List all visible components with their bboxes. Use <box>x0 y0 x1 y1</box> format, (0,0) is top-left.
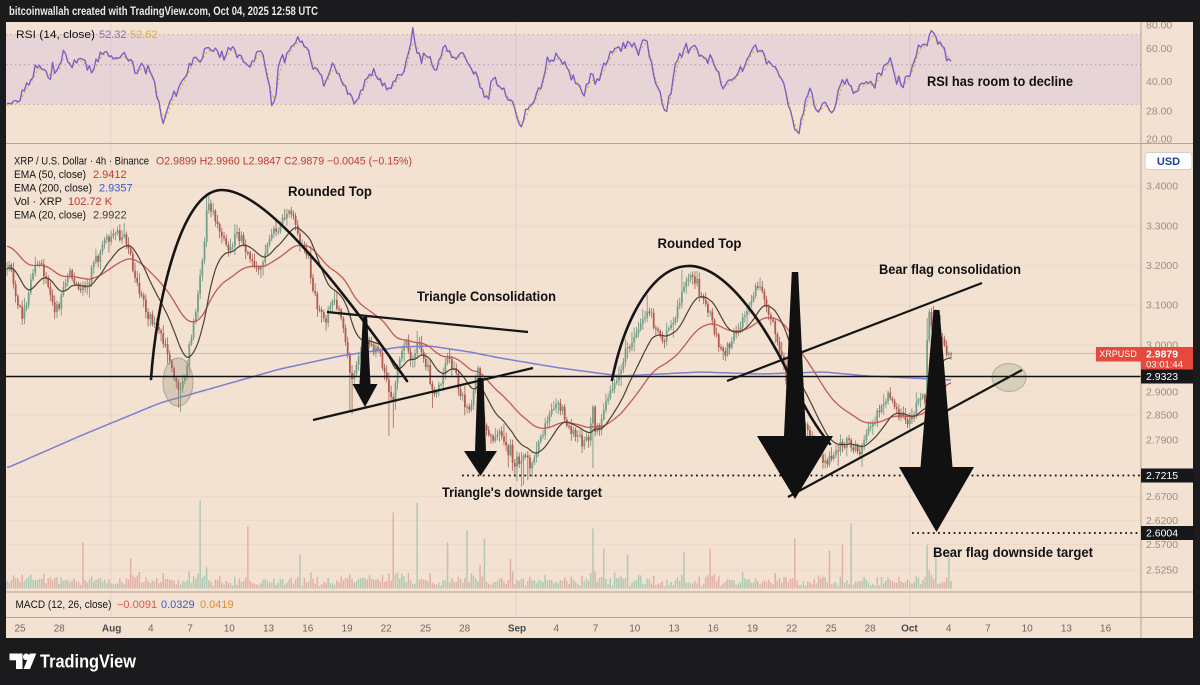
svg-text:7: 7 <box>187 624 193 635</box>
svg-text:2.6200: 2.6200 <box>1146 515 1178 527</box>
svg-text:13: 13 <box>1061 624 1073 635</box>
svg-text:Triangle Consolidation: Triangle Consolidation <box>417 289 556 304</box>
svg-text:TradingView: TradingView <box>40 651 137 672</box>
svg-text:20.00: 20.00 <box>1146 134 1172 146</box>
svg-text:80.00: 80.00 <box>1146 20 1172 32</box>
svg-text:EMA (20, close): EMA (20, close) <box>14 210 86 222</box>
svg-text:40.00: 40.00 <box>1146 76 1172 88</box>
svg-text:0.0419: 0.0419 <box>200 599 234 611</box>
svg-text:28.00: 28.00 <box>1146 106 1172 118</box>
svg-text:2.8500: 2.8500 <box>1146 410 1178 422</box>
svg-text:7: 7 <box>985 624 991 635</box>
svg-text:16: 16 <box>708 624 720 635</box>
svg-text:Rounded Top: Rounded Top <box>288 184 372 199</box>
svg-text:13: 13 <box>668 624 680 635</box>
svg-text:28: 28 <box>865 624 877 635</box>
svg-text:2.7215: 2.7215 <box>1146 470 1178 482</box>
svg-text:2.9879: 2.9879 <box>1146 349 1178 361</box>
svg-text:19: 19 <box>747 624 759 635</box>
svg-text:Rounded Top: Rounded Top <box>658 236 742 251</box>
svg-text:19: 19 <box>341 624 353 635</box>
svg-text:2.7900: 2.7900 <box>1146 435 1178 447</box>
svg-text:2.5700: 2.5700 <box>1146 539 1178 551</box>
svg-text:XRPUSD: XRPUSD <box>1099 349 1137 359</box>
svg-text:25: 25 <box>825 624 837 635</box>
svg-text:28: 28 <box>54 624 66 635</box>
svg-text:XRP / U.S. Dollar · 4h · Binan: XRP / U.S. Dollar · 4h · Binance <box>14 156 149 168</box>
svg-text:Triangle's downside target: Triangle's downside target <box>442 485 602 500</box>
svg-text:10: 10 <box>224 624 236 635</box>
svg-text:102.72 K: 102.72 K <box>68 196 113 208</box>
svg-text:Vol · XRP: Vol · XRP <box>14 196 62 208</box>
svg-text:EMA (200, close): EMA (200, close) <box>14 183 92 195</box>
svg-text:Oct: Oct <box>901 624 918 635</box>
svg-text:22: 22 <box>786 624 798 635</box>
svg-text:Aug: Aug <box>102 624 121 635</box>
svg-text:52.62: 52.62 <box>130 29 158 41</box>
svg-text:2.9412: 2.9412 <box>93 169 127 181</box>
svg-text:Bear flag consolidation: Bear flag consolidation <box>879 262 1021 277</box>
svg-text:25: 25 <box>14 624 26 635</box>
svg-text:2.9357: 2.9357 <box>99 183 133 195</box>
svg-text:MACD (12, 26, close): MACD (12, 26, close) <box>16 599 112 611</box>
svg-text:28: 28 <box>459 624 471 635</box>
svg-text:4: 4 <box>148 624 154 635</box>
svg-text:10: 10 <box>629 624 641 635</box>
svg-text:2.5250: 2.5250 <box>1146 565 1178 577</box>
svg-text:RSI has room to decline: RSI has room to decline <box>927 74 1073 89</box>
svg-text:2.6700: 2.6700 <box>1146 491 1178 503</box>
svg-text:Sep: Sep <box>508 624 526 635</box>
svg-text:2.6004: 2.6004 <box>1146 528 1178 540</box>
svg-text:60.00: 60.00 <box>1146 43 1172 55</box>
svg-text:0.0329: 0.0329 <box>161 599 195 611</box>
svg-text:03:01:44: 03:01:44 <box>1146 360 1183 371</box>
svg-text:Bear flag downside target: Bear flag downside target <box>933 545 1093 560</box>
svg-text:O2.9899 H2.9960 L2.9847 C2.987: O2.9899 H2.9960 L2.9847 C2.9879 −0.0045 … <box>156 156 412 168</box>
svg-text:−0.0091: −0.0091 <box>117 599 157 611</box>
svg-text:EMA (50, close): EMA (50, close) <box>14 169 86 181</box>
svg-text:16: 16 <box>302 624 314 635</box>
svg-text:3.2000: 3.2000 <box>1146 260 1178 272</box>
svg-text:RSI (14, close): RSI (14, close) <box>16 29 95 41</box>
svg-text:4: 4 <box>554 624 560 635</box>
svg-text:USD: USD <box>1157 156 1180 168</box>
svg-text:4: 4 <box>946 624 952 635</box>
svg-text:3.1000: 3.1000 <box>1146 300 1178 312</box>
svg-text:2.9000: 2.9000 <box>1146 387 1178 399</box>
svg-text:2.9922: 2.9922 <box>93 210 127 222</box>
svg-text:52.32: 52.32 <box>99 29 127 41</box>
svg-text:3.3000: 3.3000 <box>1146 221 1178 233</box>
svg-text:16: 16 <box>1100 624 1112 635</box>
svg-text:22: 22 <box>381 624 393 635</box>
svg-text:7: 7 <box>593 624 599 635</box>
svg-text:25: 25 <box>420 624 432 635</box>
svg-text:bitcoinwallah created with Tra: bitcoinwallah created with TradingView.c… <box>9 6 318 18</box>
svg-text:2.9323: 2.9323 <box>1146 371 1178 383</box>
svg-text:13: 13 <box>263 624 275 635</box>
svg-text:3.4000: 3.4000 <box>1146 181 1178 193</box>
svg-text:10: 10 <box>1022 624 1034 635</box>
